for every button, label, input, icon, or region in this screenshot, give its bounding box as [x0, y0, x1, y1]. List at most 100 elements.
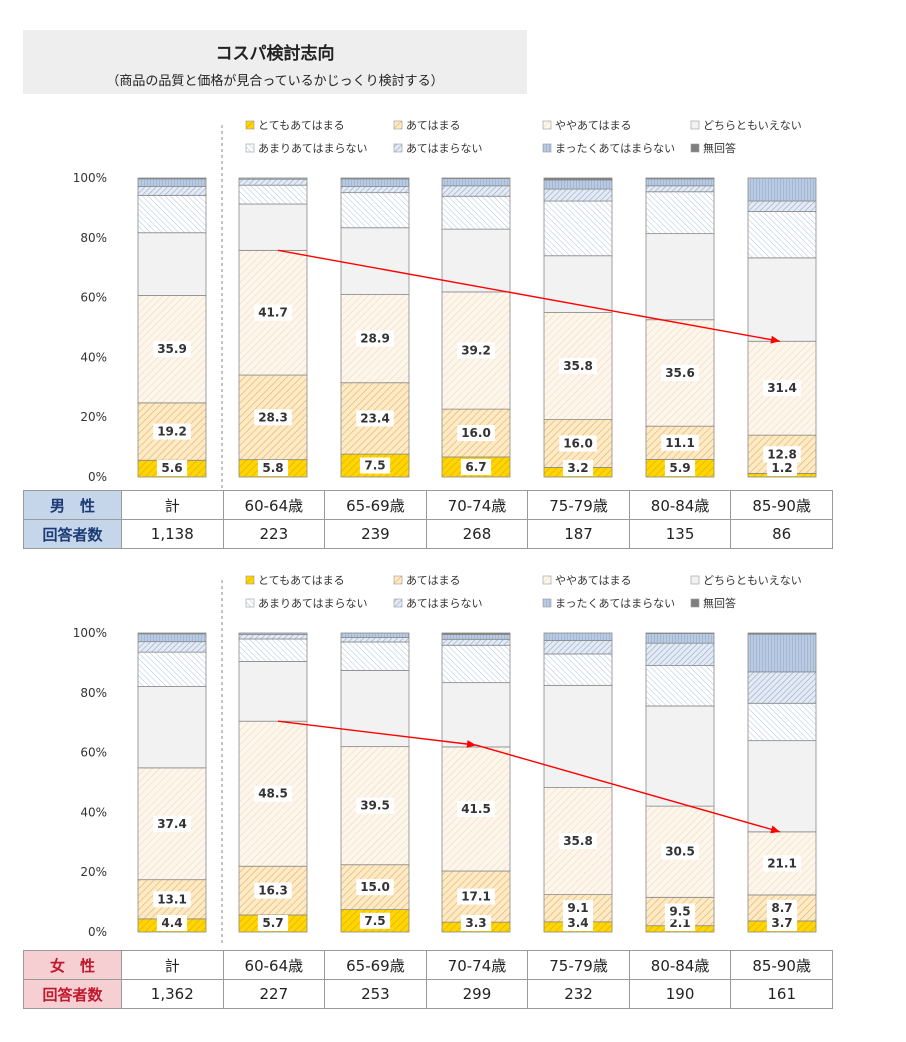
y-tick-label: 20%	[80, 410, 107, 424]
data-label: 5.9	[669, 461, 690, 475]
bar-segment	[340, 637, 410, 643]
legend-swatch-no-answer	[690, 598, 700, 608]
bar-segment	[747, 200, 817, 212]
male-col-0: 計	[121, 490, 224, 520]
bar-segment	[340, 632, 410, 638]
legend-label-not-much: あまりあてはまらない	[258, 142, 368, 155]
male-count-1: 223	[222, 519, 326, 549]
data-label: 9.5	[669, 905, 690, 919]
bar-segment	[747, 702, 817, 742]
male-header-row: 男 性 計 60-64歳 65-69歳 70-74歳 75-79歳 80-84歳…	[23, 490, 833, 520]
bar-segment	[747, 740, 817, 833]
male-col-1: 60-64歳	[222, 490, 326, 520]
bar-segment	[543, 179, 613, 190]
bar-segment	[543, 200, 613, 257]
data-label-bg	[559, 435, 597, 452]
legend-swatch-not-at-all	[542, 598, 552, 608]
bar-segment	[645, 191, 715, 235]
bar-segment	[543, 684, 613, 788]
data-label: 3.3	[465, 916, 486, 930]
bar-segment	[340, 186, 410, 194]
bar-segment	[747, 632, 817, 635]
bar-segment	[340, 192, 410, 229]
data-label-bg	[661, 364, 699, 381]
bar-segment	[441, 177, 511, 179]
bar-segment	[340, 669, 410, 748]
bar-stack: 1.212.8 31.4	[747, 177, 817, 478]
data-label: 8.7	[771, 901, 792, 915]
bar-segment	[238, 661, 308, 722]
bar-stack: 2.19.530.5	[645, 632, 715, 933]
bar-segment	[137, 632, 207, 635]
data-label-bg	[661, 434, 699, 451]
male-count-3: 268	[425, 519, 529, 549]
y-tick-label: 40%	[80, 350, 107, 364]
trend-arrow-head	[466, 740, 476, 749]
bar-segment	[543, 653, 613, 686]
legend-label-match: あてはまる	[406, 119, 461, 132]
bar-stack: 3.49.1 35.8	[543, 632, 613, 933]
data-label-bg	[763, 380, 801, 397]
data-label-bg	[766, 915, 798, 931]
bar-segment	[441, 195, 511, 230]
title-box: コスパ検討志向 （商品の品質と価格が見合っているかじっくり検討する）	[23, 30, 527, 94]
bar-segment	[137, 185, 207, 196]
data-label-bg	[457, 888, 495, 905]
data-label: 35.8	[563, 359, 593, 373]
legend-swatch-neutral	[690, 120, 700, 130]
bar-segment	[340, 227, 410, 295]
bar-segment	[747, 633, 817, 673]
female-count-1: 227	[222, 979, 326, 1009]
data-label-bg	[153, 423, 191, 440]
data-label-bg	[664, 903, 696, 920]
bar-stack: 6.7 16.0 39.2	[441, 177, 511, 478]
data-label-bg	[254, 409, 292, 426]
data-label-bg	[763, 446, 801, 463]
data-label-bg	[254, 304, 292, 321]
data-label-bg	[356, 330, 394, 347]
bar-segment	[137, 633, 207, 643]
legend-swatch-somewhat-match	[542, 575, 552, 585]
bar-segment	[340, 746, 410, 866]
female-header-cell: 女 性	[23, 950, 122, 980]
data-label: 16.0	[461, 426, 491, 440]
male-col-5: 80-84歳	[628, 490, 732, 520]
male-col-6: 85-90歳	[730, 490, 833, 520]
data-label: 48.5	[258, 787, 288, 801]
data-label-bg	[254, 882, 292, 899]
bar-segment	[238, 178, 308, 186]
male-count-4: 187	[527, 519, 630, 549]
bar-segment	[137, 232, 207, 296]
data-label: 31.4	[767, 381, 797, 395]
data-label: 5.8	[262, 461, 283, 475]
bar-segment	[238, 634, 308, 640]
female-count-2: 253	[324, 979, 427, 1009]
data-label-bg	[153, 815, 191, 832]
male-count-0: 1,138	[121, 519, 224, 549]
y-tick-label: 60%	[80, 291, 107, 305]
data-label: 19.2	[157, 425, 187, 439]
data-label-bg	[460, 915, 492, 931]
bar-segment	[238, 203, 308, 251]
bar-segment	[645, 178, 715, 187]
bar-segment	[441, 634, 511, 640]
legend-swatch-not-much	[245, 143, 255, 153]
bar-segment	[543, 640, 613, 655]
y-tick-label: 100%	[73, 626, 107, 640]
bar-segment	[441, 682, 511, 748]
data-label: 37.4	[157, 817, 187, 831]
female-col-4: 75-79歳	[527, 950, 630, 980]
data-label-bg	[153, 891, 191, 908]
female-col-0: 計	[121, 950, 224, 980]
male-col-2: 65-69歳	[324, 490, 427, 520]
male-col-4: 75-79歳	[527, 490, 630, 520]
female-col-5: 80-84歳	[628, 950, 732, 980]
legend-swatch-very-match	[245, 120, 255, 130]
data-label-bg	[356, 797, 394, 814]
male-count-5: 135	[628, 519, 732, 549]
legend-label-very-match: とてもあてはまる	[258, 119, 345, 132]
legend-swatch-match	[393, 575, 403, 585]
data-label-bg	[257, 460, 289, 476]
y-tick-label: 0%	[88, 925, 107, 939]
